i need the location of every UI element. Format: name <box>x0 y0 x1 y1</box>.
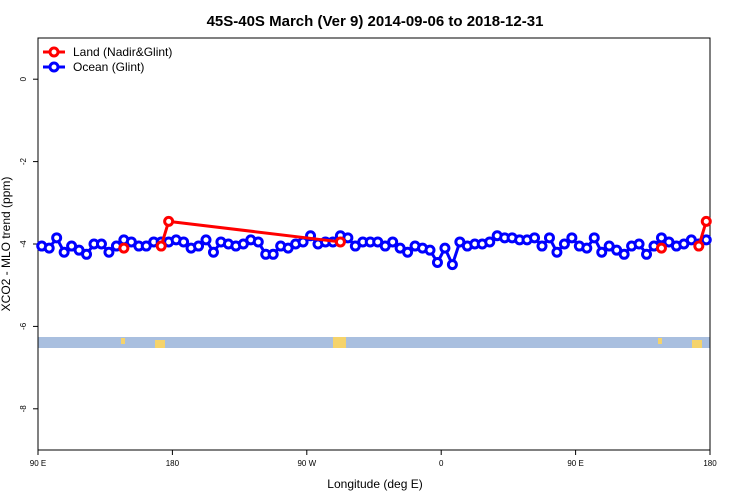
data-point <box>81 248 93 260</box>
land-spot <box>658 338 662 344</box>
land-spot <box>155 340 165 348</box>
data-point <box>484 236 496 248</box>
data-point <box>700 234 712 246</box>
x-tick-label: 90 E <box>567 459 583 468</box>
data-point <box>581 242 593 254</box>
land-mask-strip <box>38 337 710 348</box>
land-spot <box>333 337 346 348</box>
data-point <box>446 259 458 271</box>
data-point <box>431 257 443 269</box>
data-point <box>163 215 175 227</box>
data-point <box>693 240 705 252</box>
chart-title: 45S-40S March (Ver 9) 2014-09-06 to 2018… <box>207 13 544 30</box>
data-point <box>200 234 212 246</box>
land-spot <box>121 338 125 344</box>
data-point <box>58 246 70 258</box>
y-axis-label: XCO2 - MLO trend (ppm) <box>0 177 13 312</box>
y-tick-label: -2 <box>19 157 28 165</box>
data-point <box>551 246 563 258</box>
legend-marker <box>48 61 60 73</box>
data-point <box>207 246 219 258</box>
data-point <box>155 240 167 252</box>
legend-label: Ocean (Glint) <box>73 60 144 74</box>
x-tick-label: 90 W <box>297 459 316 468</box>
data-point <box>334 236 346 248</box>
y-tick-label: 0 <box>19 76 28 81</box>
data-point <box>95 238 107 250</box>
x-tick-label: 0 <box>439 459 444 468</box>
x-tick-label: 180 <box>703 459 717 468</box>
land-spot <box>692 340 702 348</box>
data-point <box>596 246 608 258</box>
data-point <box>424 244 436 256</box>
data-point <box>252 236 264 248</box>
data-point <box>402 246 414 258</box>
data-point <box>543 232 555 244</box>
data-point <box>103 246 115 258</box>
data-point <box>618 248 630 260</box>
y-tick-label: -4 <box>19 240 28 248</box>
data-point <box>536 240 548 252</box>
data-point <box>387 236 399 248</box>
legend-marker <box>48 46 60 58</box>
data-point <box>51 232 63 244</box>
data-point <box>529 232 541 244</box>
data-point <box>566 232 578 244</box>
data-point <box>655 242 667 254</box>
data-point <box>641 248 653 260</box>
x-tick-label: 180 <box>166 459 180 468</box>
land-mask-spots <box>121 337 702 348</box>
data-point <box>267 248 279 260</box>
x-tick-label: 90 E <box>30 459 46 468</box>
y-tick-label: -8 <box>19 405 28 413</box>
data-point <box>558 238 570 250</box>
data-point <box>700 215 712 227</box>
data-point <box>118 242 130 254</box>
legend-label: Land (Nadir&Glint) <box>73 45 172 59</box>
y-tick-label: -6 <box>19 322 28 330</box>
x-axis-label: Longitude (deg E) <box>327 477 422 491</box>
data-point <box>588 232 600 244</box>
data-point <box>633 238 645 250</box>
data-point <box>178 236 190 248</box>
data-point <box>43 242 55 254</box>
data-point <box>193 240 205 252</box>
data-point <box>439 242 451 254</box>
